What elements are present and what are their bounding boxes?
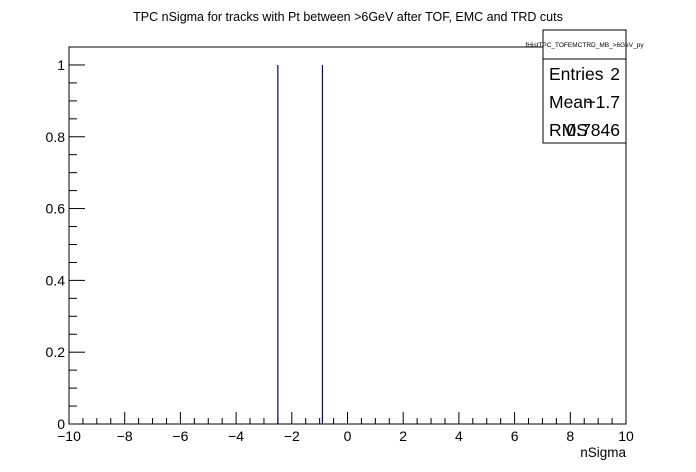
y-tick-label: 1 [57, 57, 65, 73]
x-tick-label: 2 [399, 428, 407, 444]
stats-box-histogram-name: fHistTPC_TOFEMCTRD_MB_>6GeV_py [525, 42, 644, 49]
x-tick-label: 8 [566, 428, 574, 444]
x-axis-ticks [68, 412, 627, 424]
y-axis-tick-labels: 0 0.2 0.4 0.6 0.8 1 [46, 57, 66, 432]
plot-frame [68, 46, 627, 425]
x-axis-label: nSigma [580, 445, 626, 460]
chart-title: TPC nSigma for tracks with Pt between >6… [133, 10, 563, 24]
x-tick-label: −2 [284, 428, 300, 444]
x-tick-label: 10 [618, 428, 634, 444]
x-tick-label: −8 [117, 428, 133, 444]
stats-rms-value: 0.7846 [566, 120, 620, 140]
stats-rms-label: RMS [549, 120, 588, 140]
x-axis-tick-labels: −10 −8 −6 −4 −2 0 2 4 6 8 10 [57, 428, 634, 444]
x-tick-label: 0 [344, 428, 352, 444]
y-axis-ticks [69, 46, 85, 425]
stats-entries-value: 2 [610, 64, 620, 84]
x-tick-label: 4 [455, 428, 463, 444]
stats-entries-label: Entries [549, 64, 604, 84]
x-tick-label: −10 [57, 428, 81, 444]
stats-mean-label: Mean [549, 92, 593, 112]
stats-mean-value: −1.7 [585, 92, 620, 112]
x-tick-label: −6 [172, 428, 188, 444]
x-tick-label: −4 [228, 428, 244, 444]
y-tick-label: 0.8 [46, 129, 66, 145]
y-tick-label: 0.6 [46, 201, 66, 217]
stats-box: fHistTPC_TOFEMCTRD_MB_>6GeV_py Entries 2… [525, 29, 644, 144]
x-tick-label: 6 [511, 428, 519, 444]
y-tick-label: 0.4 [46, 272, 66, 288]
y-tick-label: 0 [57, 416, 65, 432]
histogram-bins [277, 64, 324, 424]
stats-box-frame [542, 29, 627, 144]
y-tick-label: 0.2 [46, 344, 66, 360]
